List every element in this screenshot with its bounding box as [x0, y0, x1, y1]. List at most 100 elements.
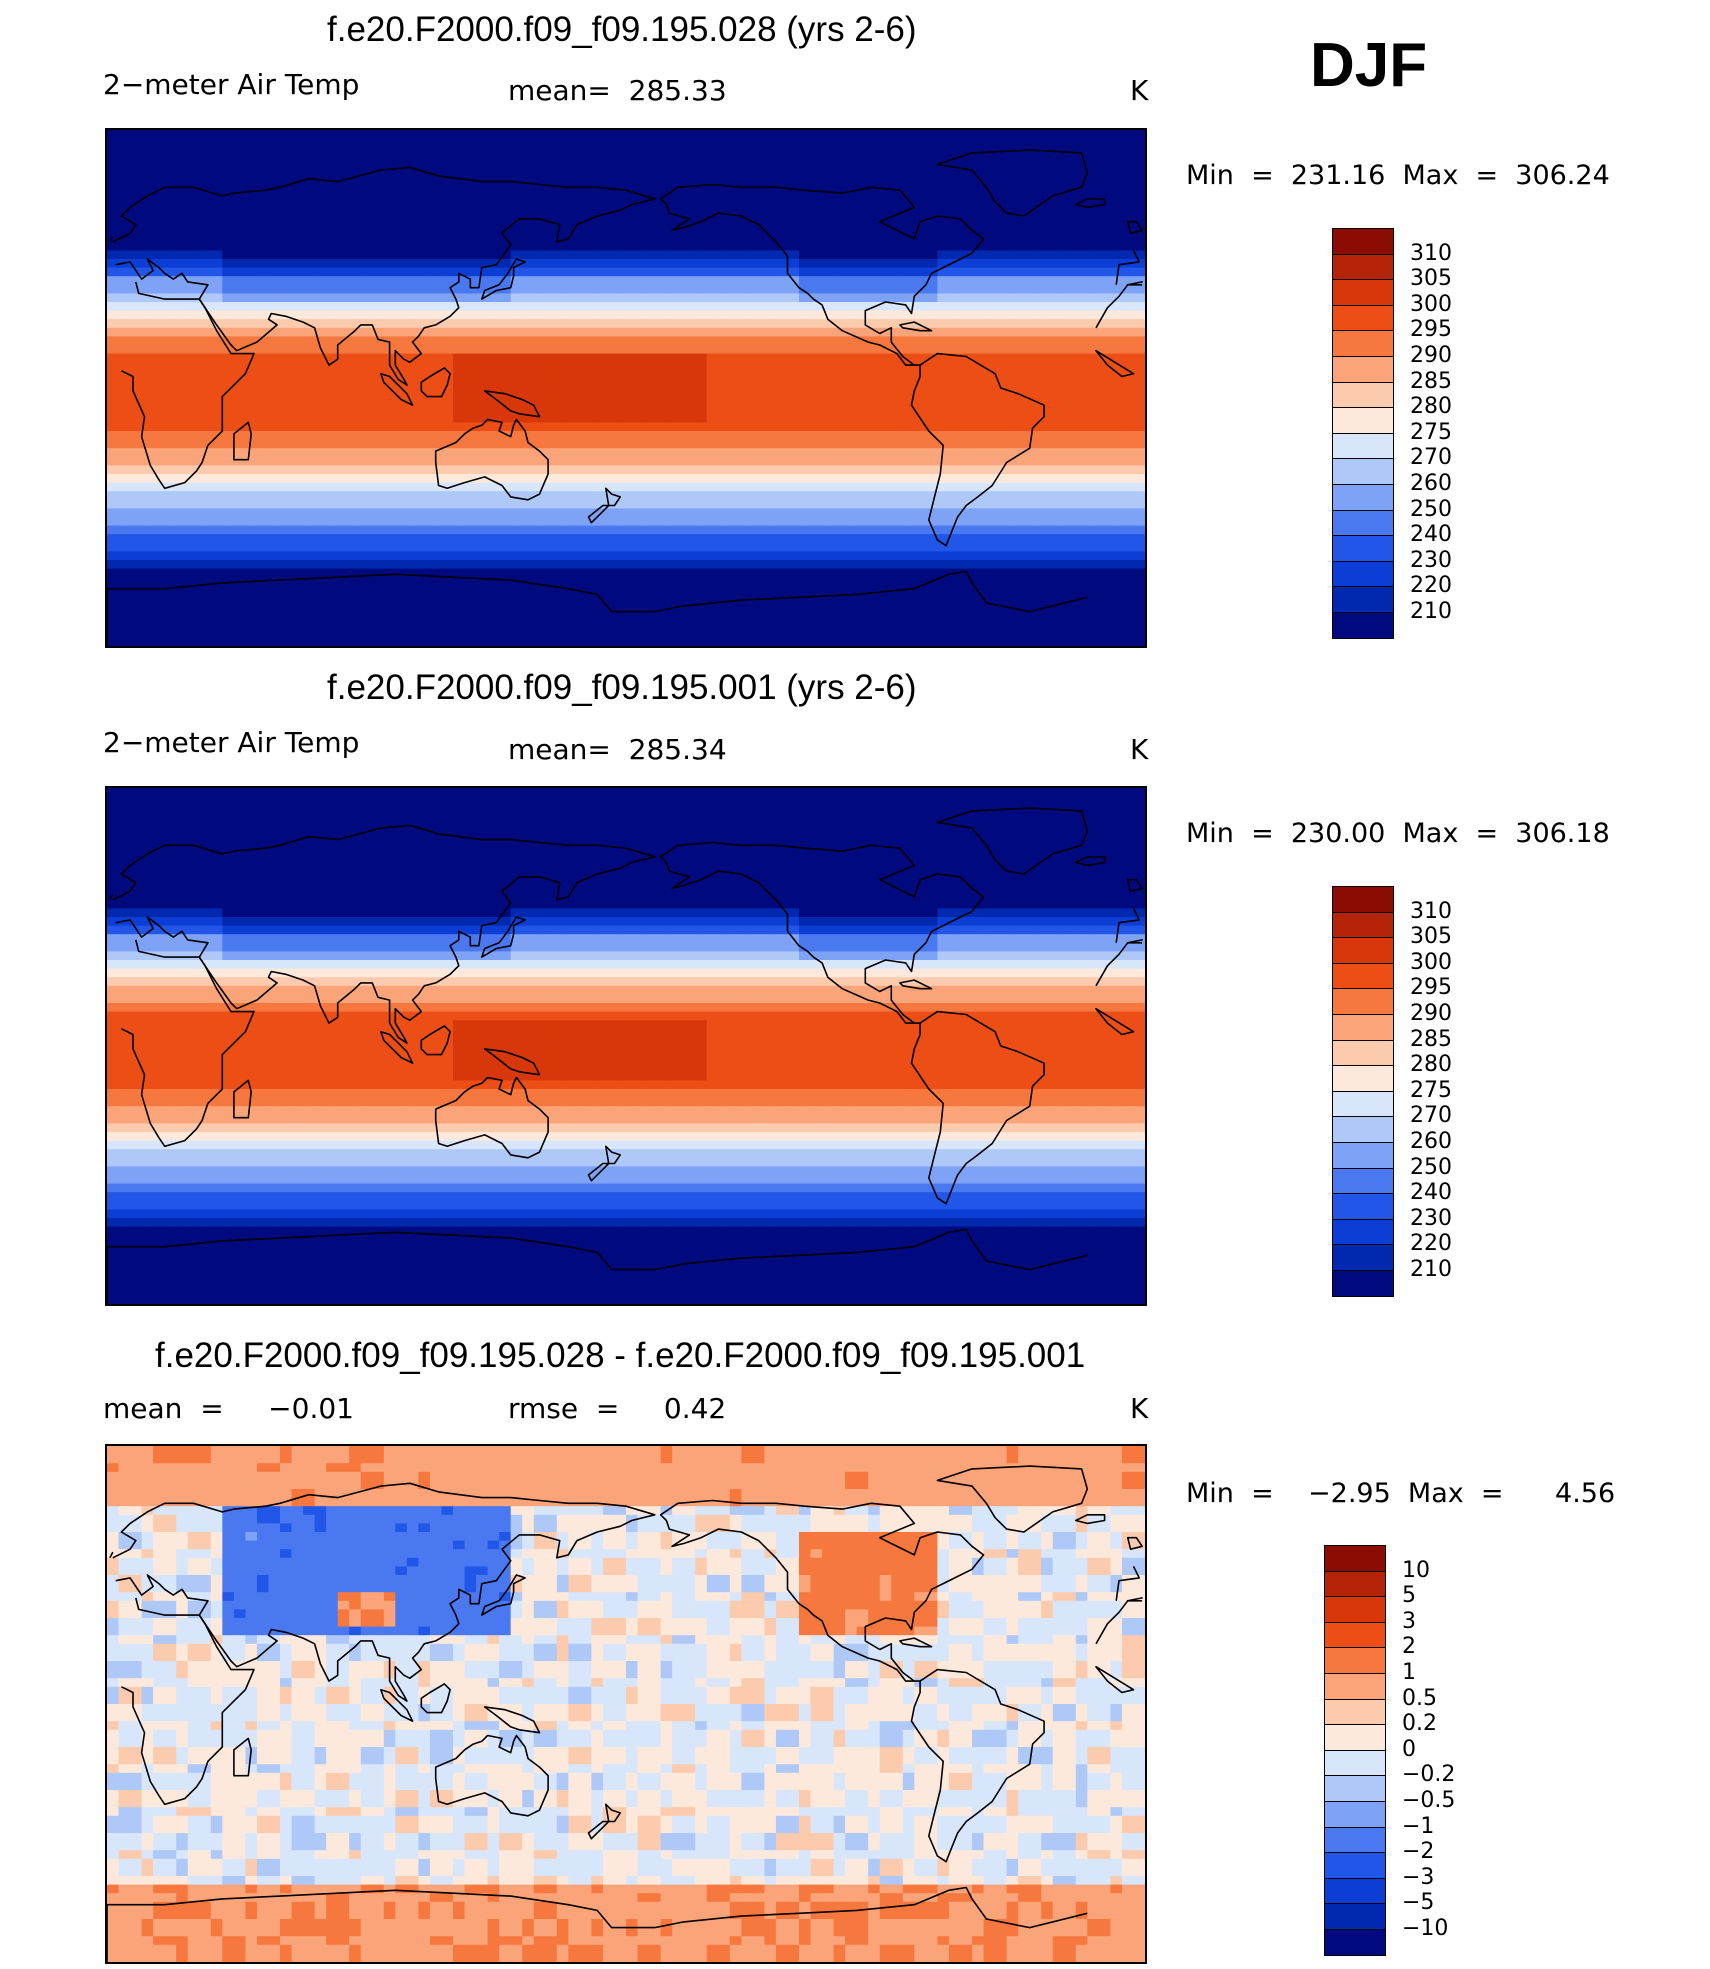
field-cell: [706, 517, 719, 527]
field-cell: [845, 362, 858, 372]
field-cell: [579, 542, 592, 552]
field-cell: [545, 508, 558, 518]
field-cell: [118, 164, 131, 174]
field-cell: [429, 284, 443, 294]
field-cell: [1110, 173, 1123, 183]
field-cell: [164, 413, 177, 423]
field-cell: [787, 396, 800, 406]
field-cell: [810, 345, 823, 355]
field-cell: [141, 302, 154, 312]
field-cell: [1018, 310, 1031, 320]
field-cell: [1018, 379, 1031, 389]
field-cell: [487, 173, 500, 183]
field-cell: [1098, 336, 1111, 346]
field-cell: [602, 336, 616, 346]
field-cell: [695, 517, 708, 527]
field-cell: [222, 499, 235, 509]
field-cell: [233, 439, 246, 449]
field-cell: [960, 465, 973, 475]
field-cell: [925, 250, 938, 260]
field-cell: [637, 474, 650, 484]
field-cell: [303, 284, 316, 294]
field-cell: [891, 551, 904, 561]
field-cell: [337, 517, 350, 527]
field-cell: [372, 594, 385, 604]
field-cell: [845, 594, 858, 604]
field-cell: [822, 499, 835, 509]
field-cell: [130, 370, 143, 380]
field-cell: [406, 525, 419, 535]
field-cell: [107, 508, 120, 518]
field-cell: [879, 491, 892, 501]
field-cell: [752, 259, 765, 269]
field-cell: [487, 138, 500, 148]
field-cell: [741, 293, 754, 303]
field-cell: [314, 284, 327, 294]
field-cell: [349, 319, 362, 329]
field-cell: [245, 147, 258, 157]
field-cell: [568, 155, 581, 165]
field-cell: [256, 499, 270, 509]
field-cell: [660, 508, 673, 518]
field-cell: [418, 534, 431, 544]
field-cell: [637, 379, 650, 389]
field-cell: [406, 276, 419, 286]
field-cell: [1098, 250, 1111, 260]
field-cell: [787, 379, 800, 389]
field-cell: [902, 198, 915, 208]
field-cell: [441, 525, 454, 535]
field-cell: [1018, 198, 1031, 208]
field-cell: [810, 319, 823, 329]
field-cell: [902, 448, 915, 458]
field-cell: [210, 499, 223, 509]
field-cell: [464, 327, 477, 337]
field-cell: [660, 594, 673, 604]
field-cell: [649, 259, 662, 269]
field-cell: [510, 319, 523, 329]
field-cell: [983, 362, 996, 372]
field-cell: [672, 413, 685, 423]
field-cell: [591, 164, 604, 174]
field-cell: [764, 491, 777, 501]
field-cell: [1121, 525, 1135, 535]
field-cell: [1110, 190, 1123, 200]
field-cell: [856, 517, 869, 527]
field-cell: [1041, 491, 1054, 501]
field-cell: [672, 327, 685, 337]
field-cell: [303, 147, 316, 157]
field-cell: [637, 345, 650, 355]
field-cell: [360, 130, 373, 140]
field-cell: [176, 233, 189, 243]
field-cell: [476, 181, 489, 191]
field-cell: [1133, 585, 1145, 595]
field-cell: [891, 310, 904, 320]
field-cell: [499, 379, 512, 389]
field-cell: [1098, 508, 1111, 518]
field-cell: [972, 310, 985, 320]
field-cell: [879, 310, 892, 320]
field-cell: [1075, 336, 1088, 346]
field-cell: [891, 319, 904, 329]
field-cell: [164, 336, 177, 346]
field-cell: [545, 147, 558, 157]
field-cell: [453, 379, 466, 389]
field-cell: [695, 525, 708, 535]
field-cell: [683, 396, 696, 406]
field-cell: [718, 388, 731, 398]
field-cell: [833, 310, 846, 320]
field-cell: [464, 422, 477, 432]
field-cell: [1121, 130, 1135, 140]
field-cell: [1018, 250, 1031, 260]
field-cell: [1110, 241, 1123, 251]
field-cell: [799, 293, 812, 303]
field-cell: [960, 405, 973, 415]
field-cell: [349, 439, 362, 449]
field-cell: [499, 164, 512, 174]
field-cell: [822, 250, 835, 260]
field-cell: [752, 491, 765, 501]
field-cell: [1052, 396, 1065, 406]
field-cell: [268, 456, 281, 466]
field-cell: [1018, 164, 1031, 174]
field-cell: [672, 568, 685, 578]
field-cell: [556, 491, 569, 501]
